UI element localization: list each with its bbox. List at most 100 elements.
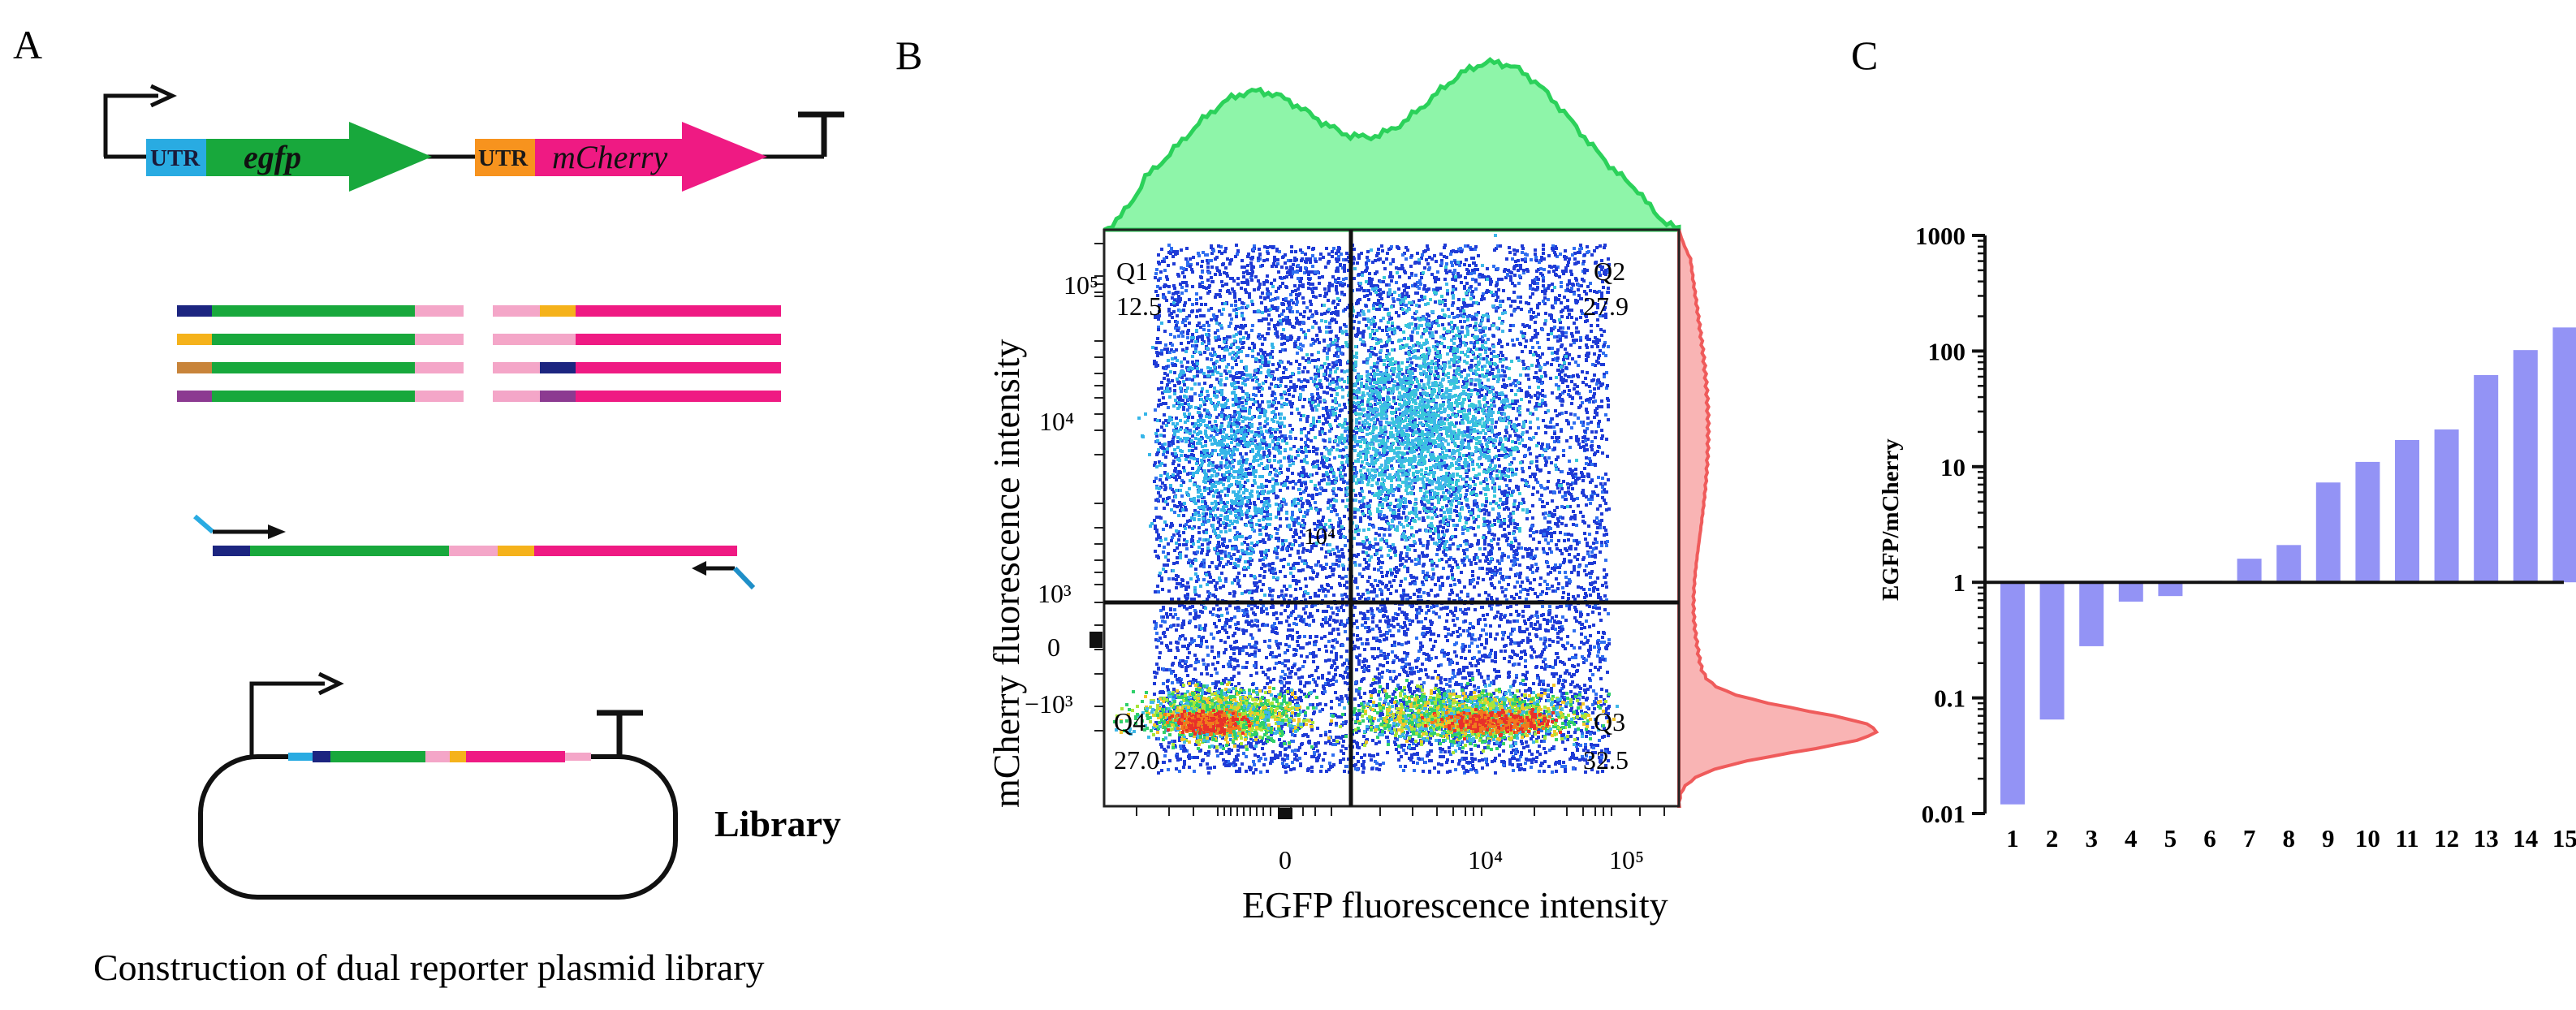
scatter-dot (1163, 754, 1167, 758)
scatter-dot (1212, 637, 1215, 640)
scatter-dot (1597, 596, 1600, 599)
variant-linker-right (493, 334, 540, 345)
scatter-dot (1164, 486, 1167, 490)
scatter-dot (1207, 342, 1210, 345)
scatter-dot (1291, 761, 1294, 764)
scatter-dot (1435, 260, 1438, 263)
scatter-dot (1478, 759, 1481, 762)
scatter-dot (1490, 649, 1493, 652)
scatter-dot (1326, 352, 1329, 355)
scatter-dot (1541, 605, 1544, 608)
scatter-dot (1229, 322, 1232, 325)
scatter-dot (1375, 767, 1379, 770)
scatter-dot (1567, 597, 1570, 600)
scatter-dot (1318, 282, 1321, 285)
scatter-dot (1362, 760, 1366, 763)
scatter-dot (1250, 624, 1253, 628)
scatter-dot (1216, 527, 1219, 530)
scatter-dot (1155, 268, 1159, 271)
scatter-dot (1164, 343, 1167, 347)
scatter-dot (1584, 377, 1587, 380)
scatter-dot (1296, 631, 1299, 634)
scatter-dot (1557, 582, 1560, 585)
scatter-dot (1279, 642, 1282, 645)
scatter-dot (1520, 650, 1523, 654)
scatter-dot (1265, 443, 1268, 447)
scatter-dot (1605, 689, 1608, 693)
scatter-dot (1334, 668, 1337, 671)
scatter-dot (1470, 664, 1474, 667)
reverse-primer-tail (735, 568, 753, 588)
scatter-dot (1448, 684, 1452, 688)
scatter-dot (1206, 762, 1209, 766)
scatter-dot (1382, 261, 1385, 264)
scatter-dot (1271, 630, 1274, 633)
scatter-dot (1316, 609, 1319, 612)
scatter-dot (1298, 536, 1301, 539)
scatter-dot (1543, 618, 1546, 621)
scatter-dot (1462, 629, 1465, 632)
scatter-dot (1517, 282, 1521, 285)
scatter-dot (1418, 511, 1422, 514)
variant-linker-left (415, 362, 464, 373)
scatter-dot (1487, 593, 1491, 597)
scatter-dot (1408, 619, 1411, 622)
scatter-dot (1525, 339, 1528, 343)
scatter-dot (1574, 468, 1577, 471)
scatter-dot (1157, 639, 1160, 642)
scatter-dot (1326, 378, 1329, 382)
scatter-dot (1465, 666, 1469, 669)
variant-egfp (212, 305, 415, 317)
scatter-dot (1521, 478, 1524, 481)
scatter-dot (1588, 555, 1591, 558)
scatter-dot (1528, 386, 1531, 389)
scatter-dot (1597, 476, 1600, 479)
scatter-dot (1260, 394, 1263, 397)
variant-utr-right (540, 305, 576, 317)
scatter-dot (1356, 638, 1359, 641)
scatter-dot (1436, 593, 1439, 597)
scatter-dot (1325, 406, 1328, 409)
scatter-dot (1377, 557, 1380, 560)
scatter-dot (1312, 619, 1315, 622)
scatter-dot (1206, 550, 1210, 553)
scatter-dot (1242, 752, 1245, 755)
scatter-dot (1157, 533, 1160, 537)
scatter-dot (1471, 570, 1474, 573)
scatter-dot (1334, 509, 1337, 512)
scatter-dot (1336, 355, 1340, 358)
scatter-dot (1154, 524, 1157, 528)
scatter-dot (1258, 574, 1262, 577)
amplicon-utr-segment (213, 546, 250, 556)
scatter-dot (1258, 422, 1262, 425)
scatter-dot (1229, 259, 1232, 262)
scatter-dot (1599, 550, 1602, 554)
scatter-dot (1357, 321, 1361, 324)
scatter-dot (1593, 249, 1596, 252)
scatter-dot (1163, 429, 1166, 432)
scatter-dot (1601, 584, 1604, 587)
scatter-dot (1504, 588, 1508, 591)
scatter-dot (1268, 639, 1271, 642)
scatter-dot (1292, 486, 1295, 490)
scatter-dot (1456, 617, 1459, 620)
scatter-dot (1457, 298, 1461, 301)
scatter-dot (1600, 334, 1603, 337)
scatter-dot (1236, 249, 1240, 252)
scatter-dot (1216, 661, 1219, 664)
scatter-dot (1521, 470, 1525, 473)
scatter-dot (1273, 259, 1276, 262)
scatter-dot (1206, 553, 1209, 556)
scatter-dot (1513, 274, 1517, 277)
scatter-dot (1600, 641, 1603, 644)
scatter-dot (1356, 634, 1359, 637)
scatter-dot (1554, 409, 1557, 412)
scatter-dot (1485, 500, 1488, 503)
scatter-dot (1279, 570, 1282, 573)
scatter-dot (1375, 594, 1379, 598)
scatter-dot (1225, 631, 1228, 634)
scatter-dot (1573, 247, 1576, 250)
amplicon-utr2-segment (498, 546, 534, 556)
scatter-dot (1556, 547, 1559, 550)
scatter-dot (1593, 416, 1596, 419)
